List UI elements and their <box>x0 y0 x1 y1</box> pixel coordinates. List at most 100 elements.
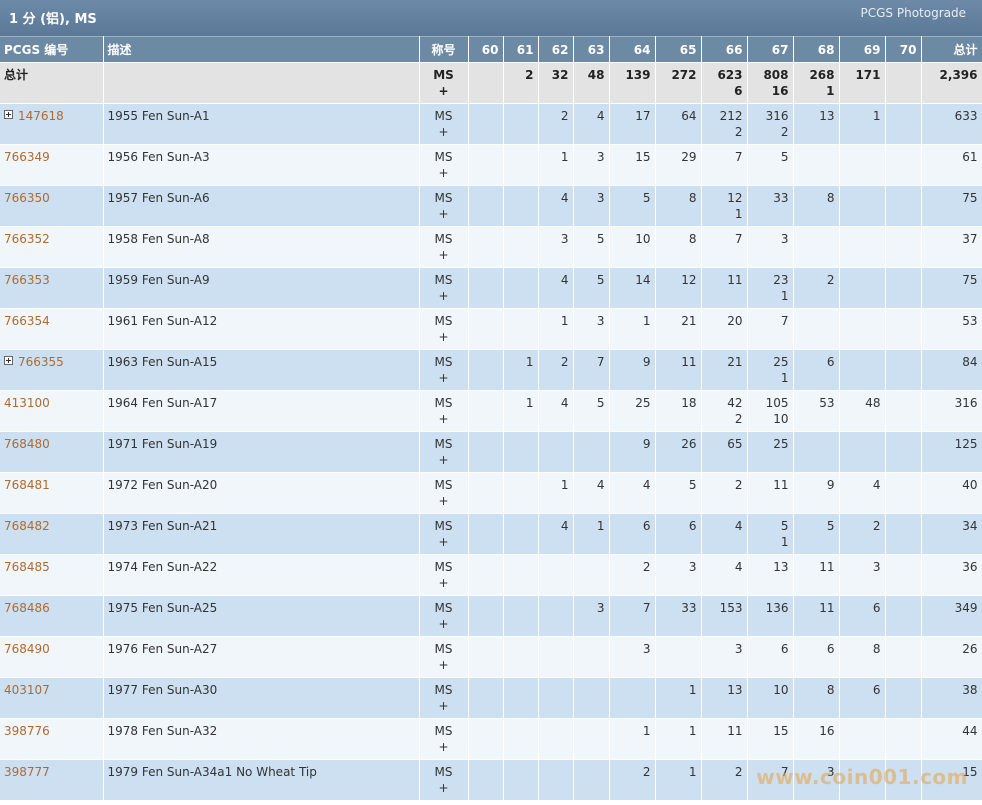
grade-cell <box>885 718 922 760</box>
pcgs-number-link[interactable]: 766352 <box>4 232 50 246</box>
grade-cell: 12 <box>655 267 702 309</box>
coin-description: 1961 Fen Sun-A12 <box>103 308 420 350</box>
grade-cell <box>573 636 610 678</box>
grade-cell: 8 <box>793 677 840 719</box>
grade-cell: 2 <box>839 513 886 555</box>
grade-count: 1 <box>525 355 534 369</box>
pcgs-number-link[interactable]: 768482 <box>4 519 50 533</box>
grade-count: 20 <box>727 314 743 328</box>
expand-icon[interactable] <box>4 110 13 119</box>
grade-count: 42 <box>727 396 743 410</box>
grade-count: 13 <box>773 560 789 574</box>
grade-cell: 2 <box>538 103 574 145</box>
grade-cell <box>885 185 922 227</box>
grade-plus-count: 1 <box>780 535 789 549</box>
grade-count: 3 <box>780 232 789 246</box>
grade-count: 9 <box>826 478 835 492</box>
grade-cell: 105 10 <box>747 390 794 432</box>
total-desc <box>103 62 420 104</box>
grade-cell: 1 <box>655 677 702 719</box>
grade-cell: 1 <box>573 513 610 555</box>
row-total: 125 <box>921 431 982 473</box>
row-total: 36 <box>921 554 982 596</box>
grade-count: 2 <box>826 273 835 287</box>
grade-cell: 18 <box>655 390 702 432</box>
grade-count: 3 <box>560 232 569 246</box>
grade-count: 4 <box>560 273 569 287</box>
coin-description: 1973 Fen Sun-A21 <box>103 513 420 555</box>
grade-cell: 5 <box>747 144 794 186</box>
pcgs-number-link[interactable]: 147618 <box>18 109 64 123</box>
expand-icon[interactable] <box>4 356 13 365</box>
pcgs-number-link[interactable]: 768480 <box>4 437 50 451</box>
grade-count: 4 <box>734 560 743 574</box>
grade-cell <box>885 472 922 514</box>
grade-cell: 33 <box>747 185 794 227</box>
grade-count: 7 <box>596 355 605 369</box>
grade-cell <box>538 431 574 473</box>
total-label: 总计 <box>0 62 104 104</box>
grade-cell <box>885 308 922 350</box>
grade-cell <box>573 677 610 719</box>
grade-count: 6 <box>642 519 651 533</box>
coin-description: 1958 Fen Sun-A8 <box>103 226 420 268</box>
row-total: 316 <box>921 390 982 432</box>
pcgs-number-link[interactable]: 768481 <box>4 478 50 492</box>
grade-cell: 7 <box>701 226 748 268</box>
grade-cell: 2 <box>609 554 656 596</box>
grade-count: 8 <box>688 191 697 205</box>
grade-cell: 4 <box>573 472 610 514</box>
pcgs-number-link[interactable]: 766350 <box>4 191 50 205</box>
grade-count: 1 <box>688 683 697 697</box>
coin-description: 1971 Fen Sun-A19 <box>103 431 420 473</box>
grade-cell: 25 1 <box>747 349 794 391</box>
designation-plus: + <box>438 84 449 98</box>
row-total: 61 <box>921 144 982 186</box>
pcgs-number-link[interactable]: 766349 <box>4 150 50 164</box>
grade-cell: 10 <box>609 226 656 268</box>
grade-cell: 9 <box>609 349 656 391</box>
grade-cell <box>503 513 539 555</box>
pcgs-number-cell: 398776 <box>0 718 104 760</box>
grade-cell <box>468 226 504 268</box>
grade-cell: 11 <box>701 267 748 309</box>
grade-cell <box>609 677 656 719</box>
designation: MS + <box>419 185 469 227</box>
pcgs-number-link[interactable]: 766355 <box>18 355 64 369</box>
grade-count: 3 <box>596 601 605 615</box>
grade-cell <box>538 554 574 596</box>
pcgs-number-link[interactable]: 768490 <box>4 642 50 656</box>
designation: MS + <box>419 103 469 145</box>
grade-plus-count: 1 <box>780 289 789 303</box>
grade-count: 4 <box>560 396 569 410</box>
grade-cell: 6 <box>655 513 702 555</box>
column-header: 62 <box>538 36 574 63</box>
grade-count: 7 <box>780 314 789 328</box>
grade-count: 1 <box>872 109 881 123</box>
grade-cell: 1 <box>538 472 574 514</box>
grade-count: 6 <box>872 601 881 615</box>
grade-count: 7 <box>734 232 743 246</box>
pcgs-number-link[interactable]: 398777 <box>4 765 50 779</box>
pcgs-number-link[interactable]: 766354 <box>4 314 50 328</box>
pcgs-number-link[interactable]: 403107 <box>4 683 50 697</box>
coin-description: 1974 Fen Sun-A22 <box>103 554 420 596</box>
designation-plus: + <box>438 289 449 303</box>
pcgs-number-link[interactable]: 768485 <box>4 560 50 574</box>
pcgs-number-link[interactable]: 413100 <box>4 396 50 410</box>
grade-cell: 1 <box>538 144 574 186</box>
grade-plus-count: 2 <box>734 412 743 426</box>
grade-count: 808 <box>763 68 789 82</box>
grade-count: 29 <box>681 150 697 164</box>
pcgs-number-link[interactable]: 768486 <box>4 601 50 615</box>
grade-cell <box>468 62 504 104</box>
pcgs-number-link[interactable]: 398776 <box>4 724 50 738</box>
pcgs-number-link[interactable]: 766353 <box>4 273 50 287</box>
grade-cell: 12 1 <box>701 185 748 227</box>
grade-cell <box>885 103 922 145</box>
photograde-link[interactable]: PCGS Photograde <box>860 6 966 20</box>
grade-cell <box>468 349 504 391</box>
grade-cell <box>468 185 504 227</box>
grade-cell <box>503 595 539 637</box>
grade-count: 316 <box>765 109 789 123</box>
